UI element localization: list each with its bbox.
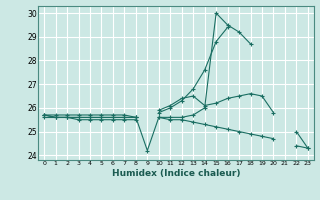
- X-axis label: Humidex (Indice chaleur): Humidex (Indice chaleur): [112, 169, 240, 178]
